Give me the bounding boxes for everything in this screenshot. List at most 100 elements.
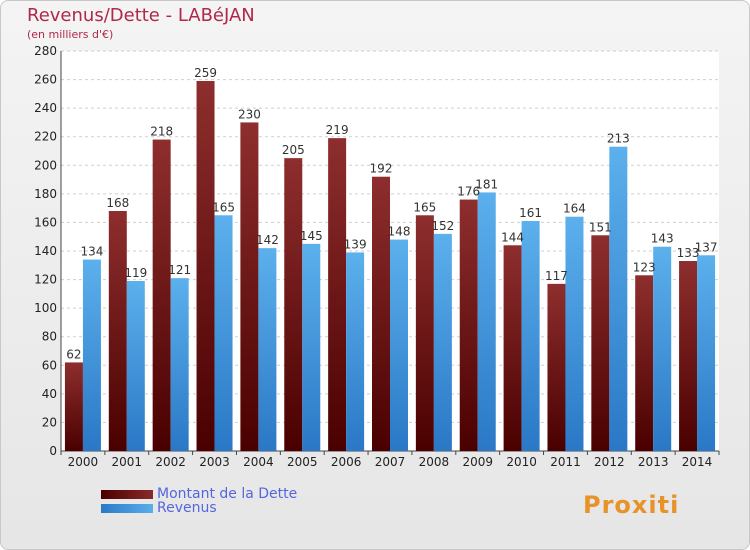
y-tick-label: 80 bbox=[42, 330, 57, 344]
x-tick-label: 2012 bbox=[594, 455, 625, 469]
legend-swatch-revenus bbox=[101, 503, 153, 513]
bar-dette bbox=[679, 261, 698, 451]
data-label: 133 bbox=[677, 246, 700, 260]
bar-dette bbox=[503, 245, 522, 451]
x-tick-label: 2002 bbox=[155, 455, 186, 469]
bar-revenus bbox=[170, 278, 189, 451]
data-label: 121 bbox=[168, 263, 191, 277]
bar-revenus bbox=[477, 192, 496, 451]
data-label: 164 bbox=[563, 202, 586, 216]
bar-revenus bbox=[82, 259, 101, 451]
data-label: 218 bbox=[150, 125, 173, 139]
data-label: 259 bbox=[194, 66, 217, 80]
data-label: 117 bbox=[545, 269, 568, 283]
data-label: 62 bbox=[66, 347, 81, 361]
data-label: 219 bbox=[326, 123, 349, 137]
bar-revenus bbox=[390, 239, 408, 451]
bar-revenus bbox=[565, 216, 584, 451]
data-label: 181 bbox=[475, 177, 498, 191]
x-tick-label: 2009 bbox=[462, 455, 493, 469]
data-label: 148 bbox=[388, 225, 411, 239]
data-label: 137 bbox=[695, 240, 718, 254]
legend-item-dette: Montant de la Dette bbox=[101, 487, 297, 501]
bar-revenus bbox=[521, 221, 540, 451]
value-labels: 62 134 168 119 218 121 259 165 230 142 205 145 219 13… bbox=[66, 66, 717, 361]
x-tick-label: 2013 bbox=[638, 455, 669, 469]
y-tick-label: 0 bbox=[49, 444, 57, 458]
bar-dette bbox=[196, 81, 215, 451]
y-tick-label: 280 bbox=[34, 44, 57, 58]
x-tick-label: 2003 bbox=[199, 455, 230, 469]
bar-dette bbox=[547, 283, 566, 451]
data-label: 152 bbox=[431, 219, 454, 233]
x-tick-label: 2000 bbox=[68, 455, 99, 469]
y-tick-label: 60 bbox=[42, 358, 57, 372]
x-tick-label: 2006 bbox=[331, 455, 362, 469]
bar-revenus bbox=[697, 255, 716, 451]
y-tick-label: 40 bbox=[42, 387, 57, 401]
bar-revenus bbox=[258, 248, 277, 451]
bar-dette bbox=[591, 235, 610, 451]
bar-dette bbox=[459, 199, 478, 451]
data-label: 123 bbox=[633, 260, 656, 274]
x-tick-label: 2005 bbox=[287, 455, 318, 469]
bar-revenus bbox=[302, 243, 321, 451]
y-tick-label: 20 bbox=[42, 415, 57, 429]
bar-revenus bbox=[214, 215, 233, 451]
x-tick-label: 2007 bbox=[375, 455, 406, 469]
bar-dette bbox=[64, 362, 83, 451]
bar-revenus bbox=[126, 281, 145, 451]
bar-revenus bbox=[433, 233, 452, 451]
y-tick-label: 120 bbox=[34, 273, 57, 287]
data-label: 230 bbox=[238, 107, 261, 121]
y-tick-label: 260 bbox=[34, 73, 57, 87]
bar-revenus bbox=[653, 246, 672, 451]
bar-dette bbox=[284, 158, 303, 451]
bar-dette bbox=[415, 215, 434, 451]
proxiti-logo: Proxiti bbox=[583, 491, 680, 519]
data-label: 192 bbox=[370, 162, 393, 176]
bar-dette bbox=[240, 122, 259, 451]
legend-item-revenus: Revenus bbox=[101, 501, 297, 515]
legend-swatch-dette bbox=[101, 489, 153, 499]
data-label: 176 bbox=[457, 185, 480, 199]
x-tick-label: 2008 bbox=[419, 455, 450, 469]
legend-label-dette: Montant de la Dette bbox=[157, 486, 298, 502]
bar-dette bbox=[635, 275, 654, 451]
y-tick-label: 160 bbox=[34, 215, 57, 229]
chart-subtitle: (en milliers d'€) bbox=[27, 28, 114, 41]
legend: Montant de la Dette Revenus bbox=[101, 487, 297, 515]
chart-title: Revenus/Dette - LABéJAN bbox=[27, 5, 255, 26]
bar-revenus bbox=[346, 252, 365, 451]
data-label: 165 bbox=[413, 200, 436, 214]
x-tick-label: 2014 bbox=[682, 455, 713, 469]
y-tick-label: 140 bbox=[34, 244, 57, 258]
data-label: 165 bbox=[212, 200, 235, 214]
bar-dette bbox=[372, 176, 390, 451]
data-label: 139 bbox=[344, 237, 367, 251]
x-tick-label: 2010 bbox=[506, 455, 537, 469]
axes: 0 20 40 60 80 100 120 140 160 180 200 220 240 260 280 2… bbox=[34, 44, 720, 469]
bar-revenus bbox=[609, 146, 628, 451]
data-label: 205 bbox=[282, 143, 305, 157]
data-label: 151 bbox=[589, 220, 612, 234]
data-label: 145 bbox=[300, 229, 323, 243]
data-label: 144 bbox=[501, 230, 524, 244]
data-label: 161 bbox=[519, 206, 542, 220]
x-tick-label: 2004 bbox=[243, 455, 274, 469]
y-tick-label: 220 bbox=[34, 130, 57, 144]
data-label: 168 bbox=[106, 196, 129, 210]
data-label: 213 bbox=[607, 132, 630, 146]
data-label: 142 bbox=[256, 233, 279, 247]
y-tick-label: 180 bbox=[34, 187, 57, 201]
data-label: 143 bbox=[651, 232, 674, 246]
bar-dette bbox=[108, 211, 127, 451]
bar-dette bbox=[152, 139, 171, 452]
y-tick-label: 240 bbox=[34, 101, 57, 115]
y-tick-label: 100 bbox=[34, 301, 57, 315]
bar-dette bbox=[328, 138, 347, 451]
data-label: 134 bbox=[80, 245, 103, 259]
bars bbox=[64, 81, 716, 452]
